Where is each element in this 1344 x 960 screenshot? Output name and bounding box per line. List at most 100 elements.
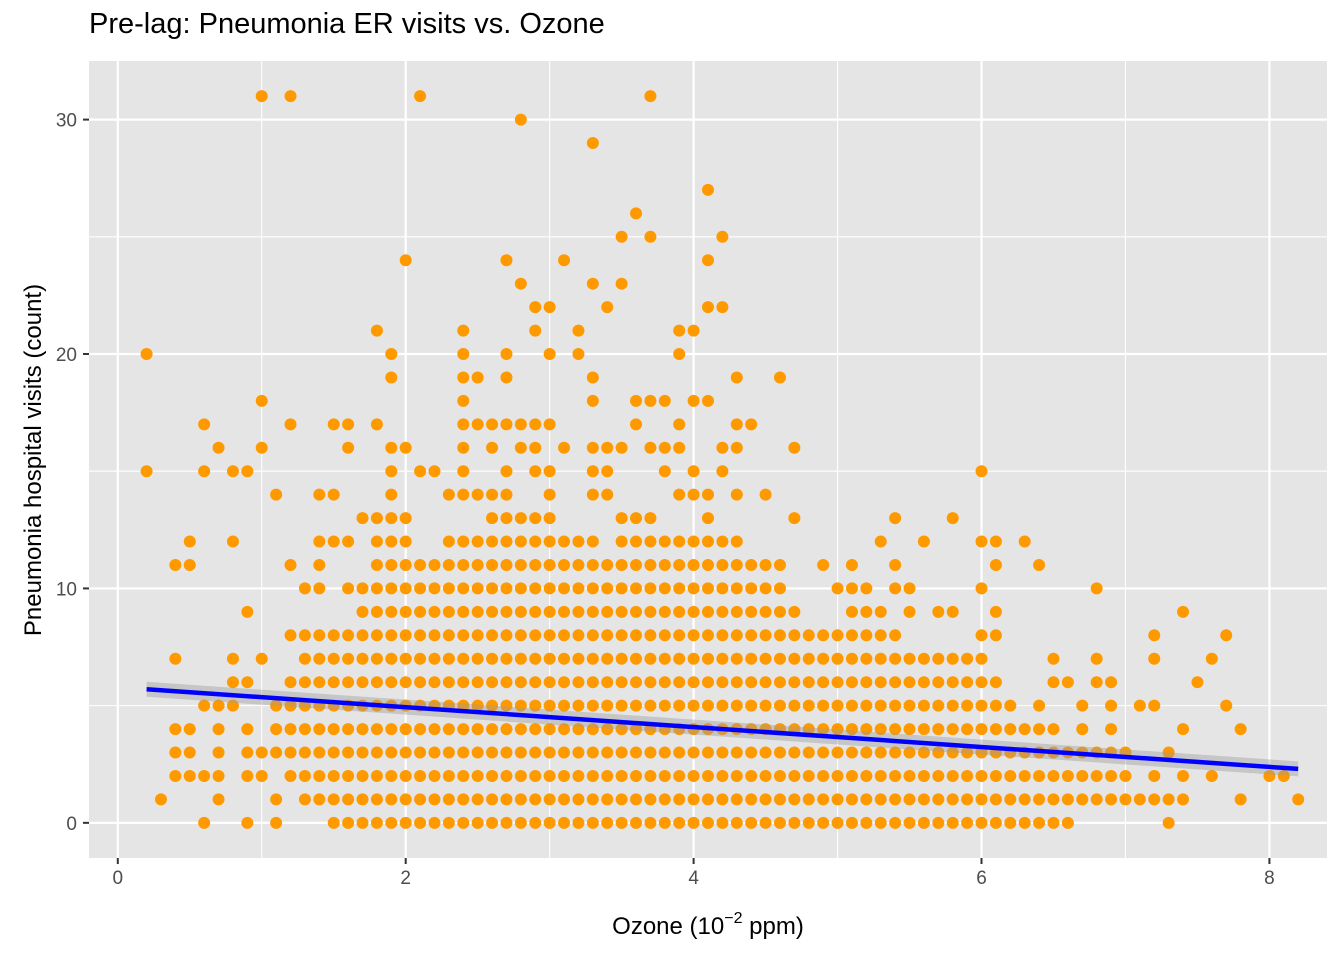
data-point	[673, 488, 686, 501]
data-point	[658, 605, 671, 618]
data-point	[471, 676, 484, 689]
data-point	[946, 723, 959, 736]
data-point	[1119, 769, 1132, 782]
data-point	[514, 793, 527, 806]
data-point	[845, 723, 858, 736]
data-point	[644, 699, 657, 712]
data-point	[975, 676, 988, 689]
data-point	[917, 535, 930, 548]
data-point	[759, 816, 772, 829]
data-point	[414, 629, 427, 642]
data-point	[615, 723, 628, 736]
data-point	[989, 629, 1002, 642]
data-point	[313, 676, 326, 689]
data-point	[313, 723, 326, 736]
data-point	[442, 723, 455, 736]
data-point	[543, 723, 556, 736]
data-point	[385, 746, 398, 759]
data-point	[644, 746, 657, 759]
data-point	[1119, 793, 1132, 806]
data-point	[457, 535, 470, 548]
data-point	[414, 769, 427, 782]
chart-title: Pre-lag: Pneumonia ER visits vs. Ozone	[89, 8, 605, 40]
data-point	[989, 676, 1002, 689]
data-point	[860, 699, 873, 712]
data-point	[500, 816, 513, 829]
data-point	[730, 441, 743, 454]
data-point	[529, 629, 542, 642]
data-point	[241, 723, 254, 736]
data-point	[543, 488, 556, 501]
data-point	[946, 652, 959, 665]
data-point	[1292, 793, 1305, 806]
data-point	[500, 254, 513, 267]
data-point	[845, 816, 858, 829]
data-point	[1205, 769, 1218, 782]
data-point	[946, 746, 959, 759]
data-point	[500, 793, 513, 806]
data-point	[442, 535, 455, 548]
data-point	[1047, 793, 1060, 806]
data-point	[327, 793, 340, 806]
data-point	[486, 535, 499, 548]
data-point	[673, 535, 686, 548]
data-point	[630, 769, 643, 782]
data-point	[1205, 652, 1218, 665]
data-point	[529, 324, 542, 337]
data-point	[932, 676, 945, 689]
data-point	[702, 746, 714, 759]
data-point	[327, 816, 340, 829]
data-point	[457, 793, 470, 806]
data-point	[457, 652, 470, 665]
data-point	[745, 605, 758, 618]
data-point	[486, 582, 499, 595]
data-point	[1047, 816, 1060, 829]
x-tick-label: 6	[976, 868, 987, 889]
y-tick-label: 0	[66, 814, 77, 835]
data-point	[860, 769, 873, 782]
data-point	[773, 816, 786, 829]
data-point	[845, 605, 858, 618]
data-point	[630, 512, 643, 525]
data-point	[831, 793, 844, 806]
data-point	[586, 629, 599, 642]
data-point	[745, 418, 758, 431]
data-point	[730, 558, 743, 571]
data-point	[399, 676, 412, 689]
data-point	[745, 816, 758, 829]
data-point	[486, 699, 499, 712]
data-point	[658, 746, 671, 759]
data-point	[673, 441, 686, 454]
data-point	[845, 746, 858, 759]
data-point	[817, 699, 830, 712]
data-point	[1105, 723, 1118, 736]
data-point	[342, 769, 355, 782]
data-point	[313, 769, 326, 782]
data-point	[428, 582, 441, 595]
data-point	[716, 535, 729, 548]
data-point	[428, 605, 441, 618]
data-point	[673, 324, 686, 337]
data-point	[788, 605, 801, 618]
data-point	[471, 488, 484, 501]
data-point	[817, 723, 830, 736]
data-point	[529, 418, 542, 431]
data-point	[370, 723, 383, 736]
data-point	[903, 746, 916, 759]
data-point	[917, 676, 930, 689]
data-point	[385, 441, 398, 454]
data-point	[975, 723, 988, 736]
data-point	[687, 652, 700, 665]
data-point	[500, 488, 513, 501]
data-point	[917, 652, 930, 665]
data-point	[500, 558, 513, 571]
data-point	[601, 769, 614, 782]
data-point	[874, 699, 887, 712]
data-point	[327, 676, 340, 689]
data-point	[543, 535, 556, 548]
x-axis-title-prefix: Ozone (10	[612, 913, 724, 940]
data-point	[428, 558, 441, 571]
data-point	[644, 652, 657, 665]
data-point	[802, 793, 815, 806]
data-point	[327, 746, 340, 759]
